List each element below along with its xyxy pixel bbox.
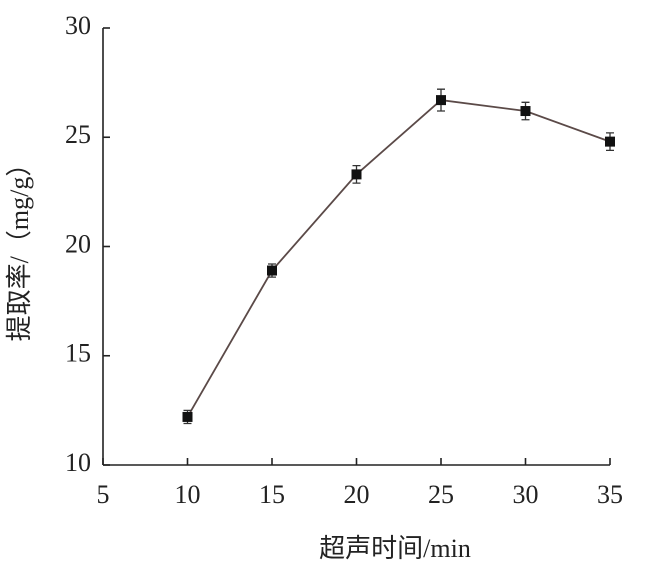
y-tick-label: 25 [65, 120, 91, 149]
x-tick-label: 15 [259, 480, 285, 509]
x-tick-label: 10 [175, 480, 201, 509]
y-tick-label: 30 [65, 11, 91, 40]
x-tick-label: 35 [597, 480, 623, 509]
x-axis-label: 超声时间/min [319, 534, 471, 563]
data-marker [605, 136, 615, 147]
x-tick-label: 20 [344, 480, 370, 509]
y-tick-label: 20 [65, 229, 91, 258]
data-line [186, 99, 611, 418]
data-marker [520, 106, 531, 117]
y-axis-label: 提取率/（mg/g） [5, 151, 34, 342]
x-tick-label: 30 [513, 480, 539, 509]
data-marker [436, 95, 446, 106]
data-marker [351, 169, 362, 180]
x-tick-label: 25 [428, 480, 454, 509]
y-tick-label: 10 [65, 448, 91, 477]
data-marker [182, 411, 193, 422]
data-marker [267, 265, 277, 276]
y-tick-label: 15 [65, 339, 91, 368]
x-tick-label: 5 [97, 480, 110, 509]
